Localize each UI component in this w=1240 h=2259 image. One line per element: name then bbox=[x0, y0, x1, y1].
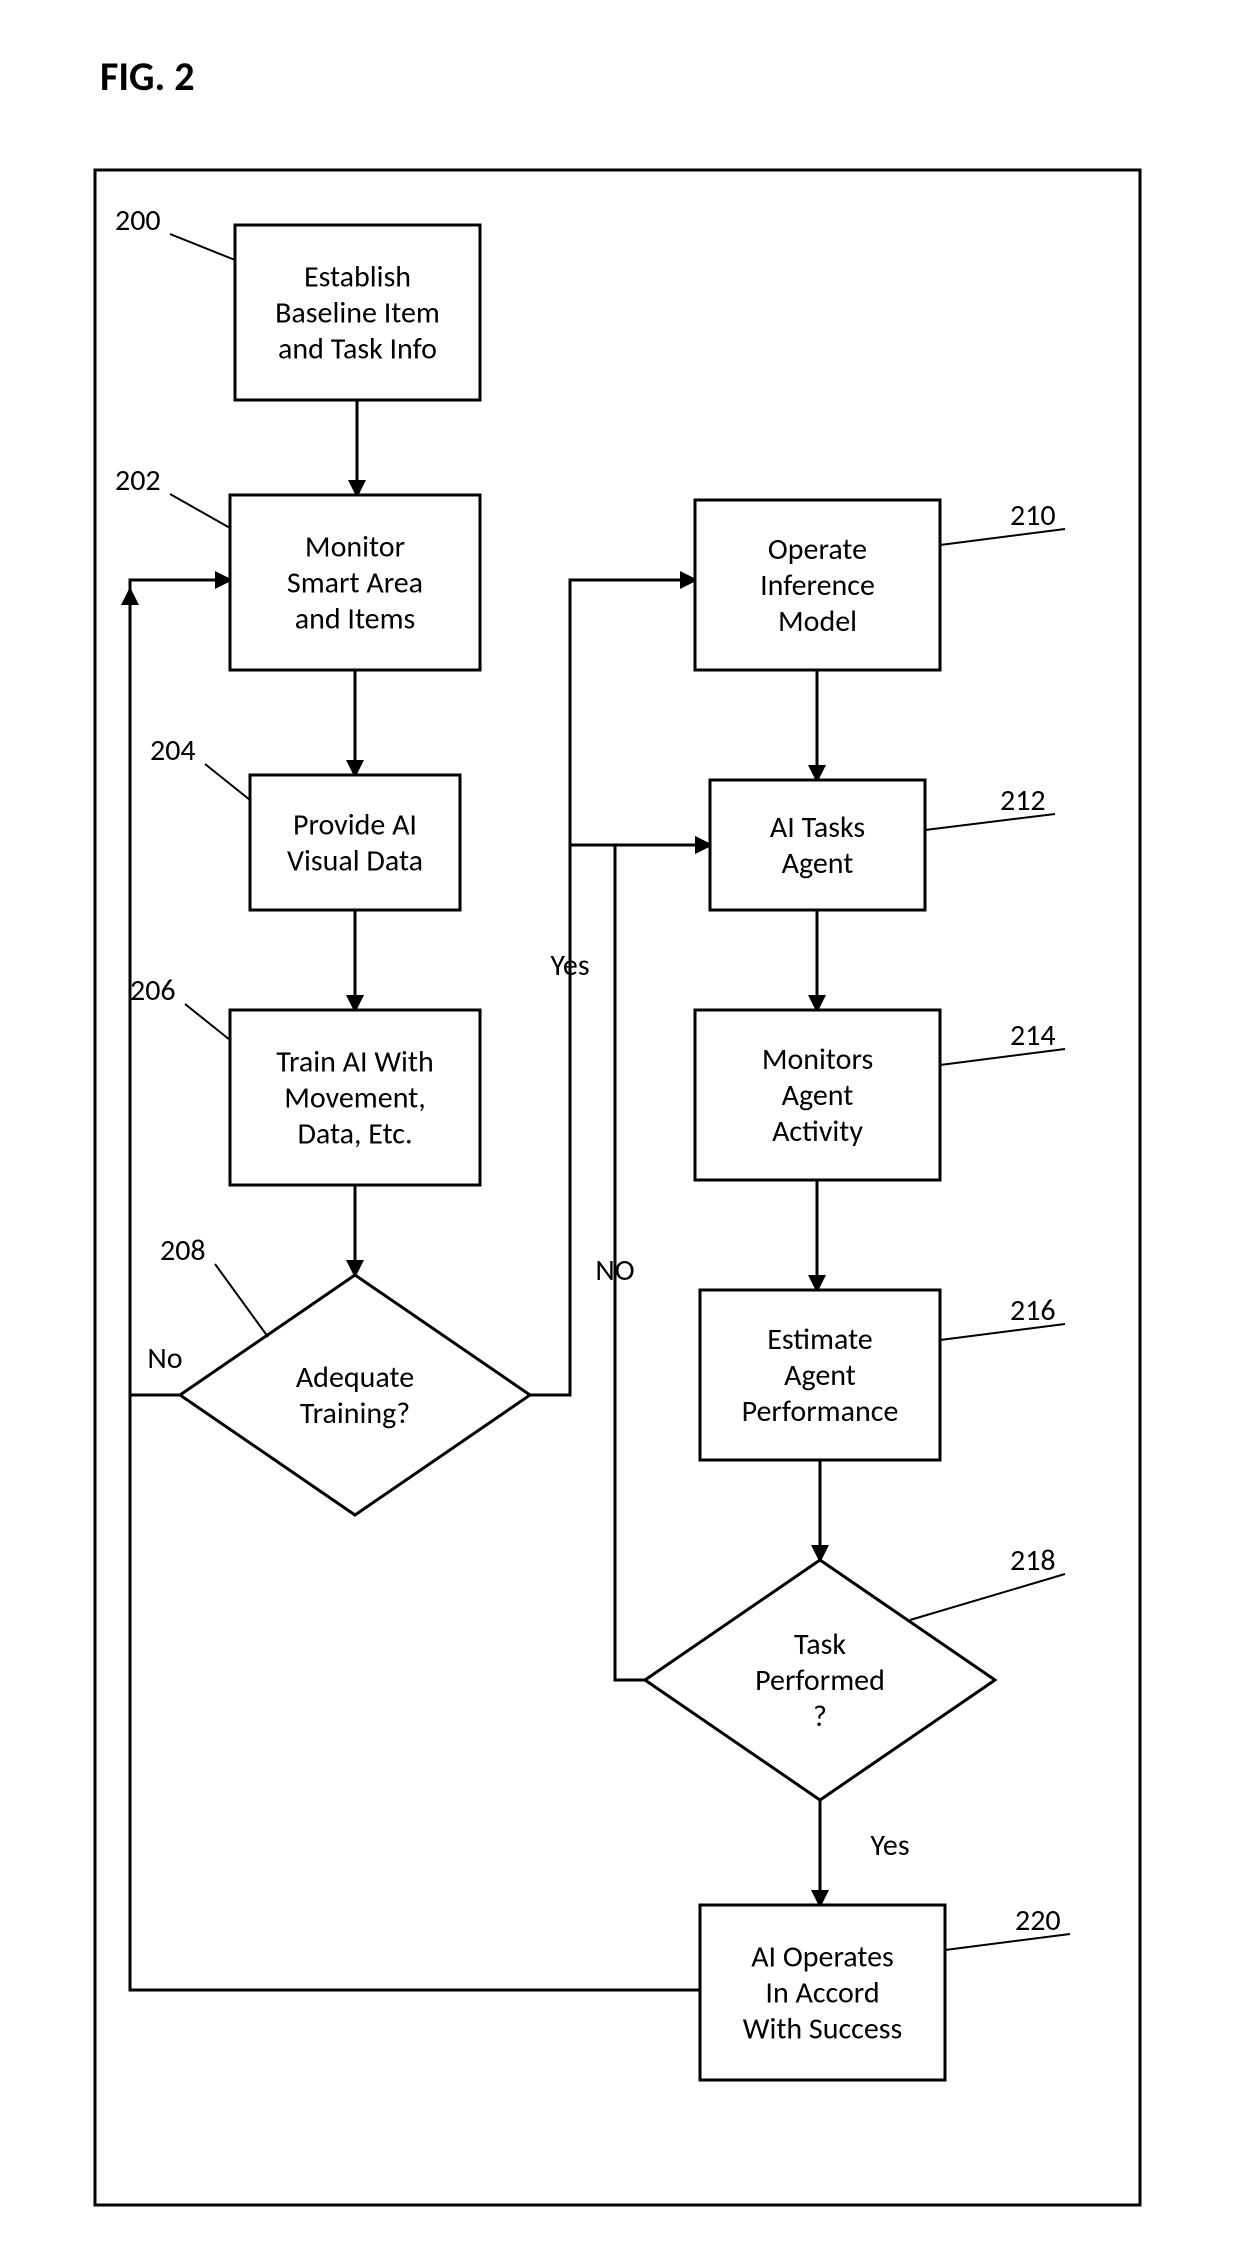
node-214-line-1: Agent bbox=[782, 1077, 854, 1114]
node-208-line-0: Adequate bbox=[296, 1359, 414, 1396]
node-208: AdequateTraining? 208 bbox=[160, 1232, 530, 1515]
edge-label-e208_yes: Yes bbox=[550, 947, 589, 984]
node-210-line-1: Inference bbox=[760, 567, 875, 604]
node-204-line-0: Provide AI bbox=[293, 807, 417, 844]
node-202: MonitorSmart Areaand Items 202 bbox=[115, 462, 480, 670]
ref-220: 220 bbox=[1015, 1902, 1061, 1939]
node-210-line-0: Operate bbox=[768, 531, 867, 568]
node-200-line-2: and Task Info bbox=[278, 331, 437, 368]
node-212: AI TasksAgent 212 bbox=[710, 780, 1055, 910]
node-216: EstimateAgentPerformance 216 bbox=[700, 1290, 1065, 1460]
node-218-line-1: Performed bbox=[755, 1662, 885, 1699]
leader-218 bbox=[910, 1574, 1065, 1620]
node-214: MonitorsAgentActivity 214 bbox=[695, 1010, 1065, 1180]
node-212-line-1: Agent bbox=[782, 845, 854, 882]
node-206: Train AI WithMovement,Data, Etc. 206 bbox=[130, 972, 480, 1185]
node-204-line-1: Visual Data bbox=[287, 843, 423, 880]
leader-214 bbox=[940, 1049, 1065, 1065]
node-218-line-0: Task bbox=[794, 1626, 846, 1663]
node-214-line-2: Activity bbox=[772, 1113, 863, 1150]
node-216-line-2: Performance bbox=[742, 1393, 899, 1430]
ref-216: 216 bbox=[1010, 1292, 1056, 1329]
node-206-line-0: Train AI With bbox=[276, 1044, 434, 1081]
leader-200 bbox=[170, 234, 235, 260]
node-216-line-1: Agent bbox=[784, 1357, 856, 1394]
outer-frame bbox=[95, 170, 1140, 2205]
leader-210 bbox=[940, 529, 1065, 545]
leader-212 bbox=[925, 814, 1055, 830]
ref-214: 214 bbox=[1010, 1017, 1056, 1054]
edge-label-e208_no: No bbox=[147, 1340, 182, 1377]
node-200-line-0: Establish bbox=[304, 259, 411, 296]
node-206-line-2: Data, Etc. bbox=[297, 1116, 412, 1153]
ref-208: 208 bbox=[160, 1232, 206, 1269]
node-212-line-0: AI Tasks bbox=[770, 809, 865, 846]
ref-210: 210 bbox=[1010, 497, 1056, 534]
node-206-line-1: Movement, bbox=[284, 1080, 425, 1117]
node-220-line-1: In Accord bbox=[765, 1975, 879, 2012]
node-216-line-0: Estimate bbox=[767, 1321, 872, 1358]
ref-206: 206 bbox=[130, 972, 176, 1009]
ref-200: 200 bbox=[115, 202, 161, 239]
node-204: Provide AIVisual Data 204 bbox=[150, 732, 460, 910]
figure-title: FIG. 2 bbox=[100, 52, 195, 101]
ref-202: 202 bbox=[115, 462, 161, 499]
leader-220 bbox=[945, 1934, 1070, 1950]
node-210: OperateInferenceModel 210 bbox=[695, 497, 1065, 670]
node-214-line-0: Monitors bbox=[762, 1041, 873, 1078]
nodes-layer: EstablishBaseline Itemand Task Info 200 Mo… bbox=[115, 202, 1070, 2080]
leader-204 bbox=[205, 764, 250, 800]
node-208-line-1: Training? bbox=[300, 1395, 410, 1432]
node-210-line-2: Model bbox=[778, 603, 857, 640]
ref-204: 204 bbox=[150, 732, 196, 769]
node-202-line-2: and Items bbox=[295, 601, 416, 638]
flowchart-canvas: FIG. 2NoYesNOYesEstablishBaseline Iteman… bbox=[0, 0, 1240, 2259]
node-218: TaskPerformed? 218 bbox=[645, 1542, 1065, 1800]
leader-206 bbox=[185, 1004, 230, 1040]
leader-216 bbox=[940, 1324, 1065, 1340]
edge-label-e218_no: NO bbox=[595, 1252, 634, 1289]
node-220-line-2: With Success bbox=[743, 2011, 902, 2048]
leader-208 bbox=[215, 1264, 268, 1337]
node-202-line-0: Monitor bbox=[305, 529, 405, 566]
node-202-line-1: Smart Area bbox=[287, 565, 423, 602]
leader-202 bbox=[170, 494, 230, 528]
ref-212: 212 bbox=[1000, 782, 1046, 819]
node-218-line-2: ? bbox=[813, 1698, 827, 1735]
node-220-line-0: AI Operates bbox=[751, 1939, 894, 1976]
ref-218: 218 bbox=[1010, 1542, 1056, 1579]
node-200-line-1: Baseline Item bbox=[275, 295, 440, 332]
node-200: EstablishBaseline Itemand Task Info 200 bbox=[115, 202, 480, 400]
node-220: AI OperatesIn AccordWith Success 220 bbox=[700, 1902, 1070, 2080]
edge-label-e218_yes: Yes bbox=[870, 1827, 909, 1864]
